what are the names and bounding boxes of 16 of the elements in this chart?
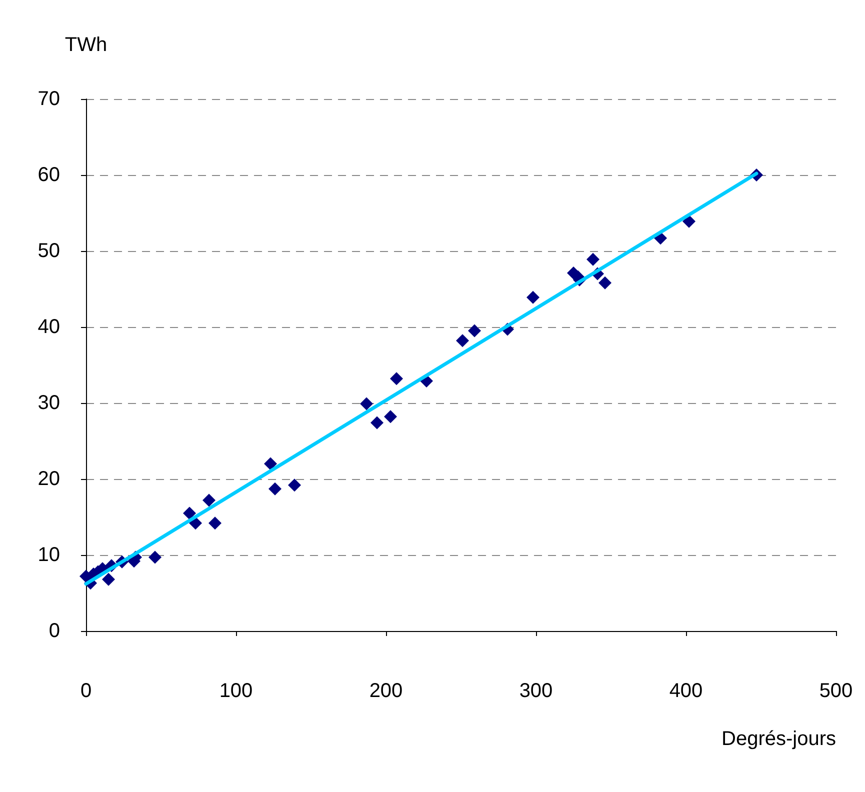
y-tick-label: 70 [38, 88, 60, 110]
x-tick-label: 200 [369, 680, 403, 702]
y-tick-label: 20 [38, 468, 60, 490]
x-tick-label: 400 [669, 680, 703, 702]
x-tick-label: 300 [519, 680, 553, 702]
y-axis-title: TWh [64, 34, 108, 56]
x-tick-label: 100 [219, 680, 253, 702]
x-axis-title: Degrés-jours [722, 728, 836, 750]
y-tick-label: 60 [38, 164, 60, 186]
y-tick-label: 10 [38, 544, 60, 566]
y-tick-label: 40 [38, 316, 60, 338]
x-tick-label: 500 [819, 680, 853, 702]
y-tick-label: 0 [48, 620, 60, 642]
x-tick-label: 0 [80, 680, 92, 702]
y-tick-label: 30 [38, 392, 60, 414]
y-tick-label: 50 [38, 240, 60, 262]
